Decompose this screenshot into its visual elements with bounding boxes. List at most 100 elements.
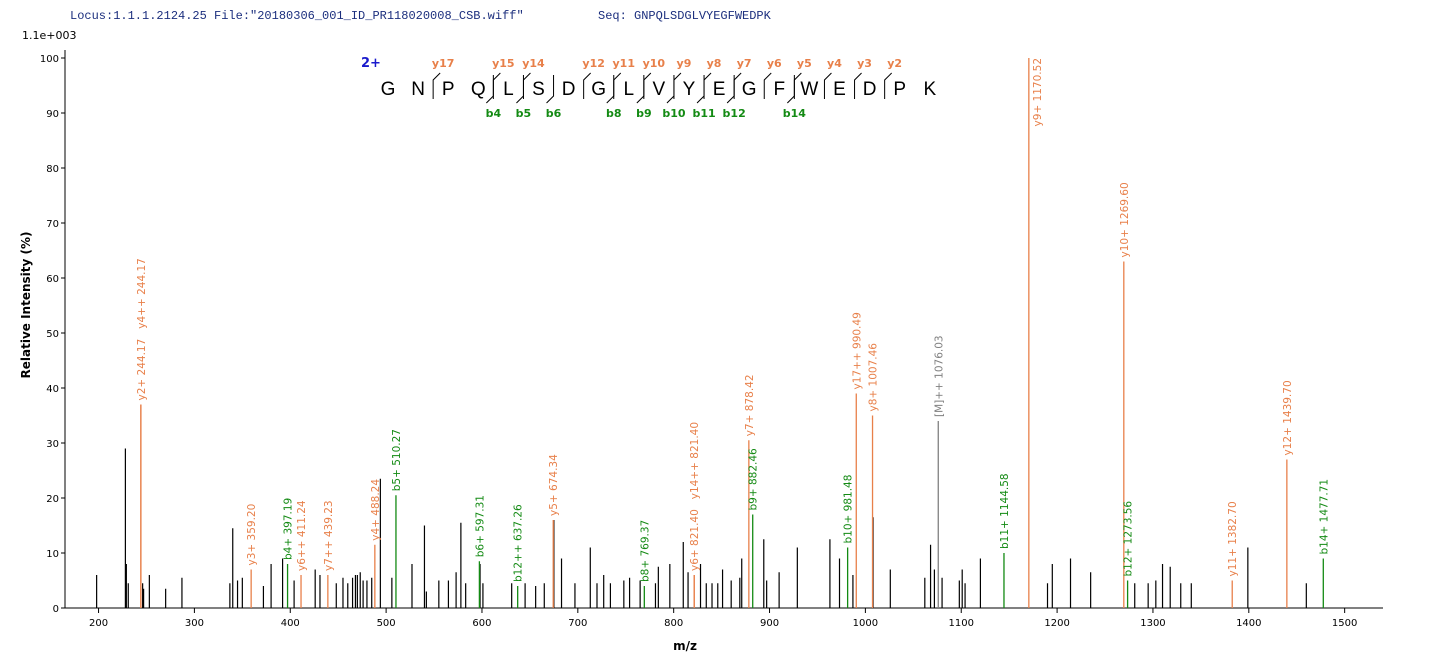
- y-bracket: [492, 72, 501, 99]
- b-ion-label: b9: [636, 107, 652, 120]
- peak-label: b14+ 1477.71: [1318, 479, 1330, 555]
- y-ion-label: y17: [432, 57, 454, 70]
- peak-label: b10+ 981.48: [843, 475, 855, 544]
- y-tick-label: 20: [46, 494, 59, 505]
- peak-label: y14++ 821.40: [689, 422, 701, 499]
- b-ion-label: b10: [662, 107, 686, 120]
- peak-label: y7+ 878.42: [744, 374, 756, 436]
- residue: G: [591, 79, 606, 100]
- y-ion-label: y3: [857, 57, 872, 70]
- peak-label: y9+ 1170.52: [1032, 58, 1044, 126]
- y-bracket: [733, 72, 742, 99]
- x-tick-label: 1000: [853, 618, 878, 629]
- y-ion-label: y14: [522, 57, 545, 70]
- y-axis-label: Relative Intensity (%): [19, 232, 33, 379]
- b-bracket: [726, 75, 735, 104]
- residue: E: [713, 79, 726, 100]
- y-bracket: [884, 72, 893, 99]
- y-bracket: [823, 72, 832, 99]
- y-bracket: [583, 72, 592, 99]
- y-bracket: [613, 72, 622, 99]
- residue: L: [503, 79, 514, 100]
- x-tick-label: 1100: [949, 618, 974, 629]
- b-bracket: [786, 75, 795, 104]
- x-tick-label: 300: [185, 618, 204, 629]
- peak-label: y2+ 244.17: [136, 339, 148, 401]
- peak-label: b8+ 769.37: [639, 520, 651, 582]
- x-axis-label: m/z: [673, 639, 697, 653]
- y-tick-label: 80: [46, 164, 59, 175]
- x-tick-label: 900: [760, 618, 779, 629]
- residue: F: [773, 79, 785, 100]
- y-bracket: [522, 72, 531, 99]
- y-ion-label: y11: [613, 57, 635, 70]
- charge-label: 2+: [361, 56, 381, 71]
- peak-label: y17++ 990.49: [851, 312, 863, 389]
- b-bracket: [636, 75, 645, 104]
- residue: W: [800, 79, 818, 100]
- peak-label: y8+ 1007.46: [868, 343, 880, 412]
- residue: V: [653, 79, 666, 100]
- x-tick-label: 500: [377, 618, 396, 629]
- y-bracket: [763, 72, 772, 99]
- b-bracket: [485, 75, 494, 104]
- peak-label: b6+ 597.31: [474, 495, 486, 557]
- residue: D: [863, 79, 877, 100]
- y-tick-label: 90: [46, 109, 59, 120]
- b-bracket: [516, 75, 524, 104]
- peak-label: b4+ 397.19: [283, 498, 295, 560]
- seq-header: Seq: GNPQLSDGLVYEGFWEDPK: [598, 9, 772, 23]
- scale-label: 1.1e+003: [22, 29, 76, 42]
- peak-label: b12+ 1273.56: [1123, 501, 1135, 577]
- x-tick-label: 1500: [1332, 618, 1357, 629]
- residue: Q: [471, 79, 486, 100]
- peak-label: y3+ 359.20: [246, 504, 258, 566]
- peak-label: y4+ 488.24: [370, 479, 382, 541]
- y-tick-label: 0: [53, 604, 59, 615]
- peak-label: b5+ 510.27: [391, 429, 403, 491]
- b-bracket: [696, 75, 705, 104]
- peak-label: y7++ 439.23: [323, 500, 335, 571]
- residue: K: [923, 79, 936, 100]
- b-ion-label: b11: [692, 107, 715, 120]
- peak-label: b12++ 637.26: [513, 504, 525, 582]
- y-tick-label: 50: [46, 329, 59, 340]
- residue: G: [742, 79, 757, 100]
- peak-label: y12+ 1439.70: [1282, 380, 1294, 455]
- y-tick-label: 30: [46, 439, 59, 450]
- y-bracket: [854, 72, 862, 99]
- b-ion-label: b6: [546, 107, 562, 120]
- b-bracket: [606, 75, 615, 104]
- peak-label: b9+ 882.46: [748, 448, 760, 511]
- y-tick-label: 100: [40, 54, 59, 65]
- y-ion-label: y7: [737, 57, 752, 70]
- residue: E: [833, 79, 846, 100]
- x-tick-label: 1300: [1140, 618, 1165, 629]
- y-ion-label: y12: [582, 57, 604, 70]
- locus-header: Locus:1.1.1.2124.25 File:"20180306_001_I…: [70, 9, 524, 23]
- x-tick-label: 1400: [1236, 618, 1261, 629]
- x-tick-label: 1200: [1044, 618, 1069, 629]
- peak-label: y6++ 411.24: [296, 500, 308, 571]
- b-bracket: [666, 75, 675, 104]
- y-bracket: [673, 72, 682, 99]
- peak-label: y11+ 1382.70: [1227, 501, 1239, 576]
- x-tick-label: 400: [281, 618, 300, 629]
- y-tick-label: 70: [46, 219, 59, 230]
- residue: P: [893, 79, 906, 100]
- peak-label: y6+ 821.40: [689, 509, 701, 571]
- b-ion-label: b4: [486, 107, 502, 120]
- residue: P: [442, 79, 455, 100]
- b-bracket: [546, 75, 555, 104]
- y-tick-label: 60: [46, 274, 59, 285]
- b-ion-label: b8: [606, 107, 622, 120]
- residue: S: [532, 79, 545, 100]
- x-tick-label: 200: [89, 618, 108, 629]
- residue: D: [562, 79, 576, 100]
- y-tick-label: 10: [46, 549, 59, 560]
- y-ion-label: y10: [643, 57, 666, 70]
- y-bracket: [643, 72, 652, 99]
- x-tick-label: 700: [568, 618, 587, 629]
- residue: L: [624, 79, 635, 100]
